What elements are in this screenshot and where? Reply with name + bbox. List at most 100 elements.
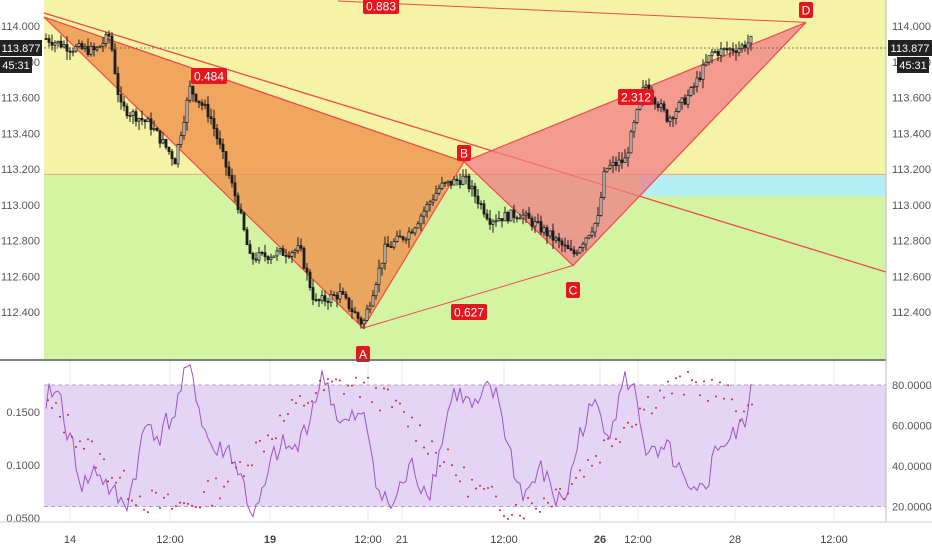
candle-body	[539, 221, 543, 233]
indicator-dot	[727, 384, 729, 387]
candle-body	[683, 97, 687, 105]
candle-body	[125, 105, 129, 117]
current-price-tag-right-bg	[888, 39, 932, 56]
candle-body	[278, 248, 282, 252]
candle-body	[167, 146, 171, 153]
candle-body	[545, 227, 549, 237]
candle-body	[374, 284, 378, 297]
indicator-dot	[95, 466, 97, 469]
candle-body	[392, 241, 396, 248]
time-axis[interactable]: 14 12:00 19 12:00 21 12:00 26 12:00 28 12:00	[0, 521, 932, 546]
indicator-dot	[91, 440, 93, 443]
candle-body	[413, 227, 417, 234]
candle-body	[464, 175, 468, 178]
candle-body	[320, 295, 324, 302]
indicator-dot	[83, 447, 85, 450]
time-tick: 28	[729, 534, 741, 546]
candle-body	[566, 245, 570, 250]
price-tick-right: 113.400	[892, 128, 931, 140]
indicator-dot	[659, 389, 661, 392]
candle-body	[389, 246, 393, 248]
candle-body	[398, 235, 402, 238]
candle-body	[362, 319, 366, 325]
point-label-b: B	[457, 145, 471, 161]
candle-body	[89, 45, 93, 55]
indicator-dot	[331, 380, 333, 383]
candle-body	[728, 48, 732, 51]
price-tick-right: 112.400	[892, 307, 931, 319]
indicator-dot	[751, 403, 753, 406]
candle-body	[569, 248, 573, 251]
candle-body	[221, 143, 225, 153]
candle-body	[101, 42, 105, 47]
candle-body	[479, 203, 483, 206]
candle-body	[380, 262, 384, 269]
candle-body	[386, 243, 390, 247]
candle-body	[329, 294, 333, 303]
candle-body	[467, 175, 471, 190]
candle-body	[680, 97, 684, 103]
indicator-dot	[407, 425, 409, 428]
indicator-dot	[691, 379, 693, 382]
candle-body	[626, 152, 630, 159]
candle-body	[704, 61, 708, 66]
candle-body	[557, 237, 561, 242]
indicator-dot	[687, 370, 689, 373]
candle-body	[326, 300, 330, 303]
indicator-dot	[723, 397, 725, 400]
candle-body	[662, 103, 666, 111]
candle-body	[170, 151, 174, 160]
indicator-dot	[623, 426, 625, 429]
indicator-dot	[583, 475, 585, 478]
candle-body	[605, 167, 609, 173]
indicator-dot	[99, 452, 101, 455]
candle-body	[356, 312, 360, 319]
candle-body	[179, 135, 183, 145]
indicator-dot	[167, 493, 169, 496]
candle-body	[497, 218, 501, 222]
candle-body	[431, 199, 435, 203]
indicator-dot	[51, 407, 53, 410]
price-tick-right: 113.000	[892, 200, 931, 212]
point-label-b-bg	[457, 145, 471, 161]
candle-body	[698, 77, 702, 80]
candle-body	[584, 237, 588, 245]
indicator-dot	[343, 392, 345, 395]
candle-body	[476, 195, 480, 205]
countdown-tag-right-bg	[897, 56, 929, 73]
indicator-dot	[111, 476, 113, 479]
indicator-dot	[667, 380, 669, 383]
indicator-dot	[71, 436, 73, 439]
indicator-dot	[647, 396, 649, 399]
price-tick-left: 113.200	[1, 164, 40, 176]
candle-body	[689, 87, 693, 96]
candle-body	[599, 197, 603, 216]
indicator-dot	[559, 487, 561, 490]
current-price-tag-left-text: 113.877	[2, 43, 41, 55]
candle-body	[257, 251, 261, 261]
candle-body	[359, 317, 363, 325]
candle-body	[164, 138, 168, 148]
candle-body	[302, 247, 306, 269]
indicator-dot	[87, 438, 89, 441]
candle-body	[227, 166, 231, 176]
indicator-dot	[515, 503, 517, 506]
candle-body	[269, 256, 273, 261]
candle-body	[317, 299, 321, 302]
candle-body	[404, 238, 408, 241]
indicator-dot	[531, 502, 533, 505]
candle-body	[722, 48, 726, 50]
indicator-tick-left: 0.0500	[6, 513, 40, 525]
time-tick: 12:00	[156, 534, 184, 546]
candle-body	[437, 188, 441, 194]
indicator-dot	[251, 464, 253, 467]
current-price-tag-right: 113.877	[888, 39, 932, 56]
point-label-a-bg	[356, 346, 370, 362]
candle-body	[500, 218, 504, 222]
candle-body	[194, 93, 198, 102]
candle-body	[518, 217, 522, 220]
indicator-dot	[603, 439, 605, 442]
ratio-label-a-c-text: 0.627	[454, 306, 484, 320]
